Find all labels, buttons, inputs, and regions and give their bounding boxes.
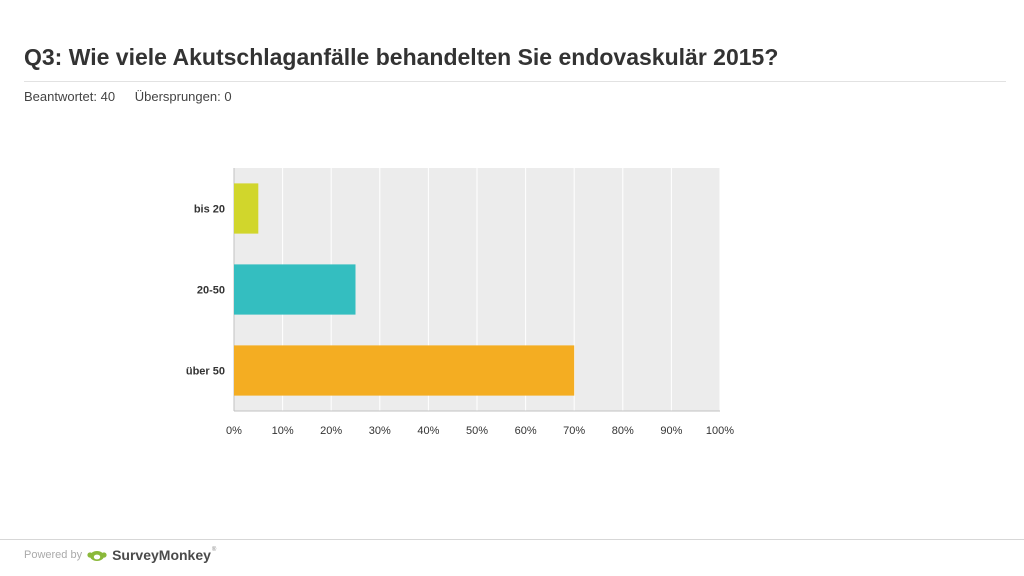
x-tick-label: 10% — [272, 425, 294, 437]
category-label: über 50 — [186, 366, 225, 378]
x-tick-label: 70% — [563, 425, 585, 437]
footer: Powered by SurveyMonkey ® — [24, 547, 216, 563]
brand-name: SurveyMonkey — [112, 547, 211, 563]
x-tick-label: 60% — [515, 425, 537, 437]
x-tick-label: 20% — [320, 425, 342, 437]
x-tick-label: 90% — [660, 425, 682, 437]
trademark-symbol: ® — [211, 547, 217, 553]
title-divider — [24, 81, 1006, 82]
page-title: Q3: Wie viele Akutschlaganfälle behandel… — [24, 44, 779, 70]
category-label: 20-50 — [197, 285, 225, 297]
skipped-value: 0 — [224, 89, 232, 104]
bar — [234, 183, 259, 234]
category-label: bis 20 — [194, 204, 225, 216]
bar — [234, 345, 575, 396]
powered-by-text: Powered by — [24, 549, 83, 561]
response-stats: Beantwortet: 40 Übersprungen: 0 — [24, 89, 246, 104]
footer-divider — [0, 539, 1024, 540]
x-tick-label: 80% — [612, 425, 634, 437]
answered-label: Beantwortet: — [24, 89, 97, 104]
x-tick-label: 100% — [706, 425, 734, 437]
x-tick-label: 0% — [226, 425, 242, 437]
surveymonkey-logo-icon — [87, 551, 107, 561]
x-tick-label: 50% — [466, 425, 488, 437]
x-tick-label: 30% — [369, 425, 391, 437]
bar — [234, 264, 356, 315]
skipped-label: Übersprungen: — [134, 89, 221, 104]
answered-value: 40 — [100, 89, 116, 104]
x-tick-label: 40% — [417, 425, 439, 437]
